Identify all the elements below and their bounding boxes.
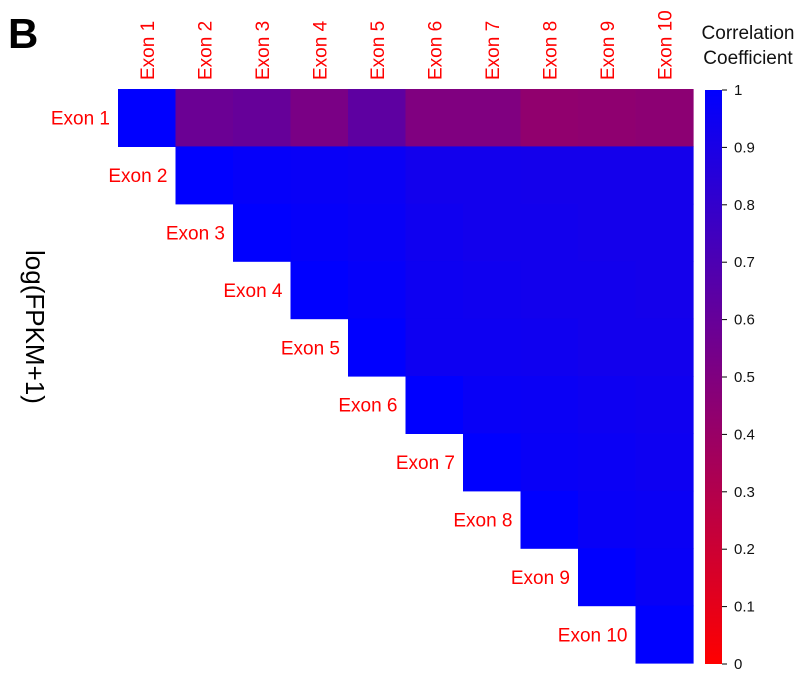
colorbar-tick-label: 0.6	[734, 312, 755, 329]
column-label: Exon 1	[138, 21, 159, 80]
heatmap-cell	[578, 146, 637, 205]
heatmap-cell	[348, 146, 407, 205]
heatmap-cell	[175, 146, 234, 205]
row-label: Exon 7	[396, 453, 455, 474]
heatmap-cell	[463, 261, 522, 320]
heatmap-cell	[463, 433, 522, 492]
heatmap-cell	[635, 203, 694, 262]
heatmap-cell	[290, 89, 349, 147]
heatmap-cell	[635, 433, 694, 492]
column-label: Exon 2	[195, 21, 216, 80]
heatmap-cell	[348, 89, 407, 147]
heatmap-cell	[578, 376, 637, 434]
heatmap-cell	[635, 146, 694, 205]
heatmap-cell	[348, 203, 407, 262]
colorbar-tick-label: 0.3	[734, 484, 755, 501]
row-label: Exon 4	[223, 281, 283, 302]
heatmap-cell	[463, 203, 522, 262]
row-labels: Exon 1 Exon 2 Exon 3 Exon 4 Exon 5 Exon 6 Exon…	[51, 109, 628, 647]
heatmap-cell	[405, 146, 464, 205]
heatmap-cell	[578, 89, 637, 147]
heatmap-cells	[118, 89, 694, 664]
colorbar-tick-label: 0.5	[734, 369, 755, 386]
heatmap-cell	[405, 376, 464, 434]
column-labels: Exon 1 Exon 2 Exon 3 Exon 4 Exon 5 Exon 6 Exon…	[138, 10, 676, 80]
heatmap-cell	[635, 89, 694, 147]
colorbar-tick-label: 0.4	[734, 426, 755, 443]
row-label: Exon 3	[166, 224, 225, 245]
row-label: Exon 9	[511, 568, 570, 589]
colorbar-tick-label: 0.9	[734, 139, 755, 156]
row-label: Exon 10	[558, 625, 628, 646]
heatmap-cell	[233, 89, 292, 147]
heatmap-cell	[520, 261, 579, 320]
heatmap-cell	[405, 261, 464, 320]
colorbar-title-line-2: Coefficient	[703, 48, 793, 69]
heatmap-cell	[578, 433, 637, 492]
clipped-side-label: log(FPKM+1)	[20, 250, 50, 404]
column-label: Exon 5	[368, 21, 389, 80]
heatmap-cell	[520, 203, 579, 262]
colorbar-tick-label: 0.2	[734, 541, 755, 558]
heatmap-cell	[463, 376, 522, 434]
heatmap-cell	[405, 203, 464, 262]
heatmap-cell	[463, 146, 522, 205]
heatmap-cell	[233, 146, 292, 205]
colorbar-tick-label: 0.1	[734, 599, 755, 616]
heatmap-cell	[635, 490, 694, 549]
column-label: Exon 6	[425, 21, 446, 80]
column-label: Exon 7	[483, 21, 504, 80]
row-label: Exon 2	[108, 166, 167, 187]
heatmap-cell	[520, 89, 579, 147]
heatmap-cell	[348, 261, 407, 320]
heatmap-cell	[290, 203, 349, 262]
heatmap-cell	[290, 261, 349, 320]
heatmap-cell	[520, 490, 579, 549]
clipped-side-text: log(FPKM+1)	[20, 250, 50, 404]
heatmap-cell	[578, 203, 637, 262]
colorbar-tick-label: 0.8	[734, 197, 755, 214]
heatmap-cell	[463, 89, 522, 147]
colorbar-tick-label: 1	[734, 82, 742, 99]
heatmap-cell	[463, 318, 522, 377]
colorbar-ticks: 0 0.1 0.2 0.3 0.4 0.5 0.6 0.7 0.8 0.9 1	[722, 82, 755, 673]
heatmap-cell	[290, 146, 349, 205]
heatmap-cell	[578, 490, 637, 549]
column-label: Exon 4	[310, 20, 331, 80]
heatmap-cell	[520, 318, 579, 377]
heatmap-cell	[348, 318, 407, 377]
heatmap-cell	[635, 318, 694, 377]
heatmap-cell	[520, 376, 579, 434]
colorbar: Correlation Coefficient 0 0.1 0.2 0.3 0.4 0.5…	[702, 23, 795, 673]
heatmap-cell	[635, 548, 694, 607]
heatmap-cell	[175, 89, 234, 147]
heatmap-cell	[233, 203, 292, 262]
column-label: Exon 10	[655, 10, 676, 80]
heatmap-cell	[635, 376, 694, 434]
heatmap-cell	[578, 548, 637, 607]
heatmap-cell	[520, 146, 579, 205]
heatmap-cell	[118, 89, 177, 147]
heatmap-cell	[635, 605, 694, 664]
colorbar-tick-label: 0.7	[734, 254, 755, 271]
colorbar-gradient	[705, 90, 722, 664]
heatmap-cell	[578, 261, 637, 320]
heatmap-cell	[405, 318, 464, 377]
column-label: Exon 3	[253, 21, 274, 80]
heatmap-cell	[520, 433, 579, 492]
colorbar-title-line-1: Correlation	[702, 23, 795, 44]
heatmap-cell	[635, 261, 694, 320]
colorbar-tick-label: 0	[734, 656, 742, 673]
panel-letter: B	[8, 10, 38, 57]
row-label: Exon 6	[338, 396, 397, 417]
row-label: Exon 1	[51, 109, 110, 130]
column-label: Exon 9	[598, 21, 619, 80]
column-label: Exon 8	[540, 21, 561, 80]
heatmap-cell	[578, 318, 637, 377]
heatmap-cell	[405, 89, 464, 147]
row-label: Exon 5	[281, 338, 340, 359]
row-label: Exon 8	[453, 511, 512, 532]
